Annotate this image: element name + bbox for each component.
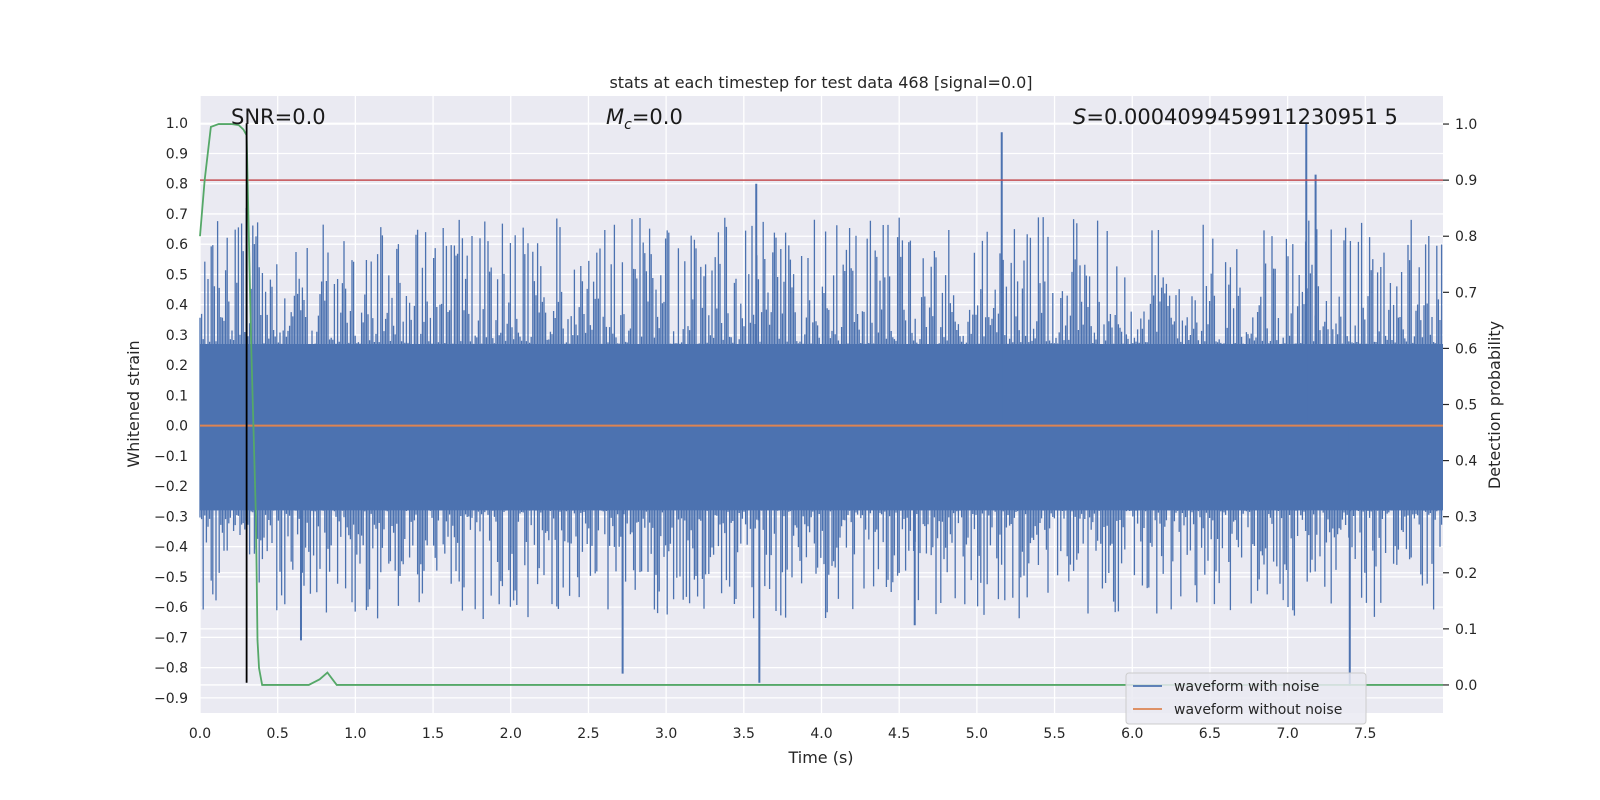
- y-left-tick-label: 1.0: [166, 116, 188, 132]
- y-left-tick-label: −0.6: [154, 600, 188, 616]
- x-tick-label: 1.5: [422, 726, 444, 742]
- x-tick-label: 6.0: [1121, 726, 1143, 742]
- y-right-tick-label: 1.0: [1455, 117, 1477, 133]
- x-tick-label: 7.5: [1354, 726, 1376, 742]
- y-right-tick-label: 0.8: [1455, 229, 1477, 245]
- x-axis-ticks: 0.0 0.5 1.0 1.5 2.0 2.5 3.0 3.5 4.0 4.5 5.0 5.5 6.0 6…: [189, 726, 1377, 742]
- snr-annotation: SNR=0.0: [231, 105, 326, 129]
- y-left-tick-label: −0.2: [154, 479, 188, 495]
- x-tick-label: 7.0: [1276, 726, 1298, 742]
- y-right-axis-ticks: 0.0 0.1 0.2 0.3 0.4 0.5 0.6 0.7 0.8 0.9 1.0: [1443, 117, 1477, 694]
- y-left-tick-label: −0.1: [154, 449, 188, 465]
- y-left-tick-label: −0.8: [154, 661, 188, 677]
- y-left-tick-label: 0.9: [166, 146, 188, 162]
- x-tick-label: 5.5: [1043, 726, 1065, 742]
- chirp-mass-value: =0.0: [632, 105, 683, 129]
- x-tick-label: 4.5: [888, 726, 910, 742]
- y-left-tick-label: −0.4: [154, 540, 188, 556]
- y-right-tick-label: 0.2: [1455, 566, 1477, 582]
- chirp-mass-annotation: Mc=0.0: [606, 105, 683, 133]
- line-detection-probability: [199, 123, 1443, 686]
- y-left-tick-label: 0.5: [166, 267, 188, 283]
- x-tick-label: 6.5: [1199, 726, 1221, 742]
- s-symbol: S: [1073, 105, 1086, 129]
- x-tick-label: 3.5: [733, 726, 755, 742]
- chirp-mass-subscript: c: [624, 117, 632, 133]
- y-left-axis-ticks: −0.9 −0.8 −0.7 −0.6 −0.5 −0.4 −0.3 −0.2 −0.1 0.0 0…: [154, 116, 188, 707]
- y-left-tick-label: 0.0: [166, 419, 188, 435]
- y-left-tick-label: 0.7: [166, 207, 188, 223]
- y-left-tick-label: −0.9: [154, 691, 188, 707]
- y-left-tick-label: −0.7: [154, 630, 188, 646]
- chirp-mass-symbol: M: [606, 105, 624, 129]
- chart-title: stats at each timestep for test data 468…: [609, 73, 1032, 92]
- x-tick-label: 4.0: [810, 726, 832, 742]
- y-right-tick-label: 0.4: [1455, 454, 1477, 470]
- y-right-tick-label: 0.1: [1455, 622, 1477, 638]
- s-annotation: S=0.0004099459911230951 5: [1073, 105, 1398, 129]
- y-right-tick-label: 0.0: [1455, 678, 1477, 694]
- x-tick-label: 1.0: [344, 726, 366, 742]
- y-left-tick-label: −0.5: [154, 570, 188, 586]
- y-left-tick-label: 0.2: [166, 358, 188, 374]
- x-tick-label: 0.5: [267, 726, 289, 742]
- y-left-tick-label: 0.1: [166, 388, 188, 404]
- legend: waveform with noise waveform without noi…: [1125, 672, 1367, 725]
- y-right-axis-label: Detection probability: [1485, 321, 1504, 489]
- y-left-tick-label: 0.3: [166, 328, 188, 344]
- series-waveform-with-noise: [199, 123, 1443, 686]
- y-right-tick-label: 0.6: [1455, 341, 1477, 357]
- y-right-tick-label: 0.7: [1455, 285, 1477, 301]
- legend-label-waveform-with-noise: waveform with noise: [1174, 679, 1319, 695]
- x-tick-label: 0.0: [189, 726, 211, 742]
- x-tick-label: 2.0: [500, 726, 522, 742]
- y-left-tick-label: 0.8: [166, 177, 188, 193]
- y-right-tick-label: 0.9: [1455, 173, 1477, 189]
- y-left-axis-label: Whitened strain: [124, 340, 143, 467]
- y-right-tick-label: 0.5: [1455, 398, 1477, 414]
- y-left-tick-label: −0.3: [154, 509, 188, 525]
- s-value: =0.0004099459911230951 5: [1086, 105, 1398, 129]
- series-lines: [199, 123, 1443, 686]
- y-right-tick-label: 0.3: [1455, 510, 1477, 526]
- y-left-tick-label: 0.6: [166, 237, 188, 253]
- legend-label-waveform-without-noise: waveform without noise: [1174, 702, 1342, 718]
- y-left-tick-label: 0.4: [166, 298, 188, 314]
- x-tick-label: 3.0: [655, 726, 677, 742]
- x-tick-label: 2.5: [577, 726, 599, 742]
- x-tick-label: 5.0: [966, 726, 988, 742]
- legend-box: [1125, 672, 1367, 725]
- x-axis-label: Time (s): [787, 748, 853, 767]
